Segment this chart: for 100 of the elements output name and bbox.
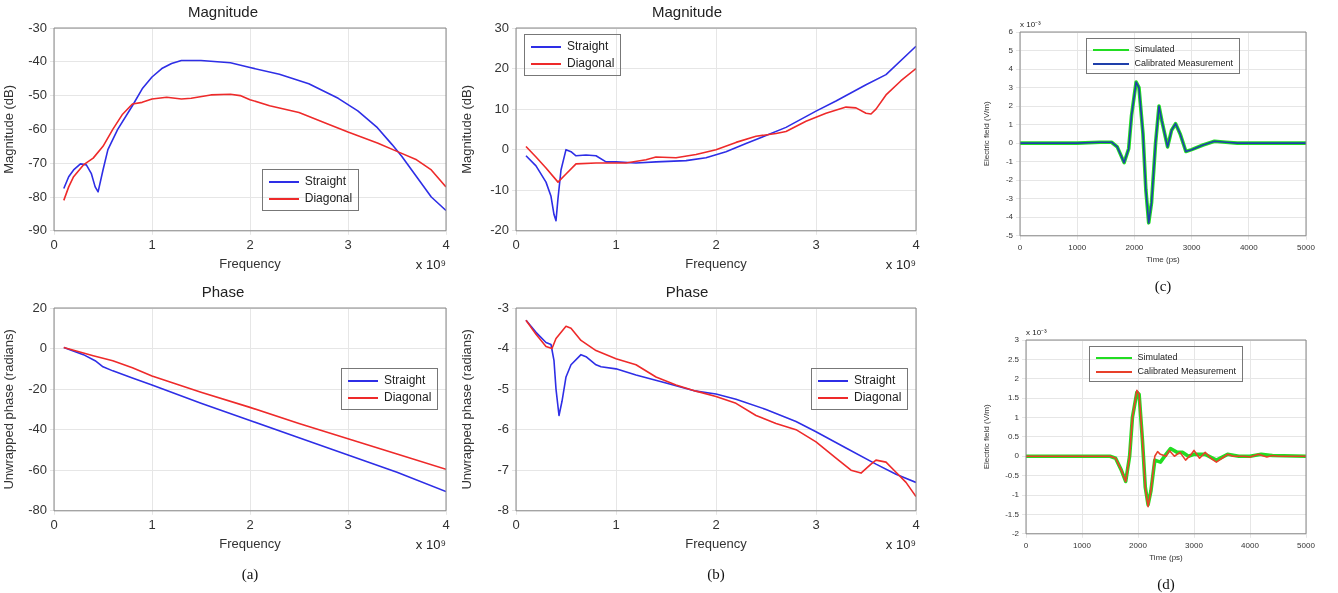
y-tick-label: -4 (497, 340, 509, 356)
x-tick-label: 0 (1023, 540, 1029, 550)
x-tick-label: 2000 (1129, 540, 1148, 550)
x-tick-label: 4 (912, 237, 920, 253)
y-tick-label: 0 (1014, 451, 1020, 461)
y-tick-label: -3 (1005, 193, 1014, 203)
x-tick-label: 3000 (1182, 242, 1202, 252)
y-axis-title: Electric field (V/m) (982, 101, 991, 167)
y-tick-label: -5 (1005, 231, 1014, 240)
y-axis-title: Magnitude (dB) (1, 84, 17, 174)
y-tick-label: -1.5 (1005, 509, 1020, 519)
x-tick-label: 1 (612, 237, 620, 253)
y-tick-label: -10 (490, 181, 509, 197)
y-tick-label: -8 (497, 502, 509, 518)
y-tick-label: 2.5 (1007, 354, 1020, 364)
x-tick-label: 3 (344, 517, 352, 533)
y-axis-title: Unwrapped phase (radians) (459, 329, 475, 490)
legend-label: Straight (304, 173, 347, 188)
x-tick-label: 1 (148, 517, 156, 533)
text: (b) (707, 566, 725, 583)
y-tick-label: 1 (1014, 412, 1020, 422)
text: (d) (1157, 576, 1175, 593)
y-tick-label: -40 (28, 421, 47, 437)
x-tick-label: 3000 (1185, 540, 1204, 550)
y-tick-label: -20 (28, 380, 47, 396)
y-tick-label: 3 (1014, 335, 1020, 345)
y-tick-label: 4 (1008, 64, 1014, 74)
x-axis-title: Time (ps) (1146, 255, 1181, 265)
text: (c) (1154, 278, 1172, 295)
x-tick-label: 4000 (1239, 242, 1259, 252)
x-tick-label: 1 (612, 517, 620, 533)
x-axis-title: Frequency (219, 535, 282, 551)
x-tick-label: 0 (50, 517, 58, 533)
y-tick-label: -20 (490, 222, 509, 238)
x-axis-title: Frequency (219, 255, 282, 271)
y-tick-label: 0.5 (1007, 432, 1020, 442)
legend-label: Diagonal (854, 390, 902, 405)
y-tick-label: -40 (28, 53, 47, 69)
y-tick-label: 1 (1008, 119, 1014, 129)
y-tick-label: 2 (1008, 101, 1014, 111)
text: x 10⁹ (885, 536, 916, 552)
x-tick-label: 4000 (1241, 540, 1260, 550)
y-tick-label: 1.5 (1007, 393, 1020, 403)
y-tick-label: -3 (497, 299, 509, 315)
x-tick-label: 3 (344, 237, 352, 253)
y-tick-label: -80 (28, 188, 47, 204)
y-axis-title: Electric field (V/m) (982, 404, 991, 470)
x-tick-label: 3 (812, 237, 820, 253)
y-tick-label: -2 (1005, 175, 1014, 185)
chart-title: Magnitude (651, 3, 723, 21)
legend-label: Diagonal (384, 390, 432, 405)
y-tick-label: -50 (28, 87, 47, 103)
legend-label: Diagonal (304, 190, 353, 205)
y-tick-label: 20 (494, 60, 509, 76)
y-tick-label: -7 (497, 461, 509, 477)
y-axis-title: Magnitude (dB) (459, 84, 475, 174)
x-tick-label: 2000 (1125, 242, 1144, 252)
y-tick-label: -30 (28, 19, 47, 35)
y-tick-label: -0.5 (1005, 470, 1020, 480)
x-tick-label: 2 (246, 237, 254, 253)
legend-label: Simulated (1134, 44, 1175, 54)
legend-label: Straight (567, 39, 609, 53)
y-tick-label: -5 (497, 380, 509, 396)
y-tick-label: 10 (494, 100, 509, 116)
y-tick-label: -6 (497, 421, 509, 437)
x-tick-label: 4 (912, 517, 920, 533)
chart-title: Phase (201, 283, 245, 301)
y-axis-title: Unwrapped phase (radians) (1, 329, 17, 490)
x-tick-label: 1 (148, 237, 156, 253)
y-tick-label: 30 (494, 19, 509, 35)
x-axis-title: Frequency (685, 255, 748, 271)
x-tick-label: 4 (442, 237, 450, 253)
y-tick-label: 6 (1008, 27, 1014, 37)
x-tick-label: 4 (442, 517, 450, 533)
y-tick-label: 20 (32, 299, 47, 315)
legend-label: Straight (384, 373, 426, 388)
x-tick-label: 5000 (1297, 540, 1316, 550)
x-tick-label: 0 (512, 237, 520, 253)
y-tick-label: -1 (1011, 490, 1020, 500)
x-tick-label: 0 (50, 237, 58, 253)
chart-title: Phase (665, 283, 709, 301)
text: x 10⁹ (415, 536, 446, 552)
x-axis-title: Frequency (685, 535, 748, 551)
text: x 10⁹ (885, 256, 916, 272)
text: x 10⁻³ (1026, 327, 1047, 337)
x-axis-title: Time (ps) (1149, 553, 1184, 563)
chart-title: Magnitude (187, 3, 259, 21)
y-tick-label: 0 (1008, 138, 1014, 148)
y-tick-label: 5 (1008, 45, 1014, 55)
x-tick-label: 1000 (1068, 242, 1087, 252)
y-tick-label: -2 (1011, 529, 1020, 538)
text: x 10⁹ (415, 256, 446, 272)
y-tick-label: 0 (39, 340, 47, 356)
x-tick-label: 2 (712, 237, 720, 253)
y-tick-label: -80 (28, 502, 47, 518)
y-tick-label: 2 (1014, 373, 1020, 383)
legend-label: Diagonal (567, 56, 615, 70)
legend-label: Straight (854, 373, 896, 388)
x-tick-label: 5000 (1297, 242, 1316, 252)
y-tick-label: -60 (28, 461, 47, 477)
